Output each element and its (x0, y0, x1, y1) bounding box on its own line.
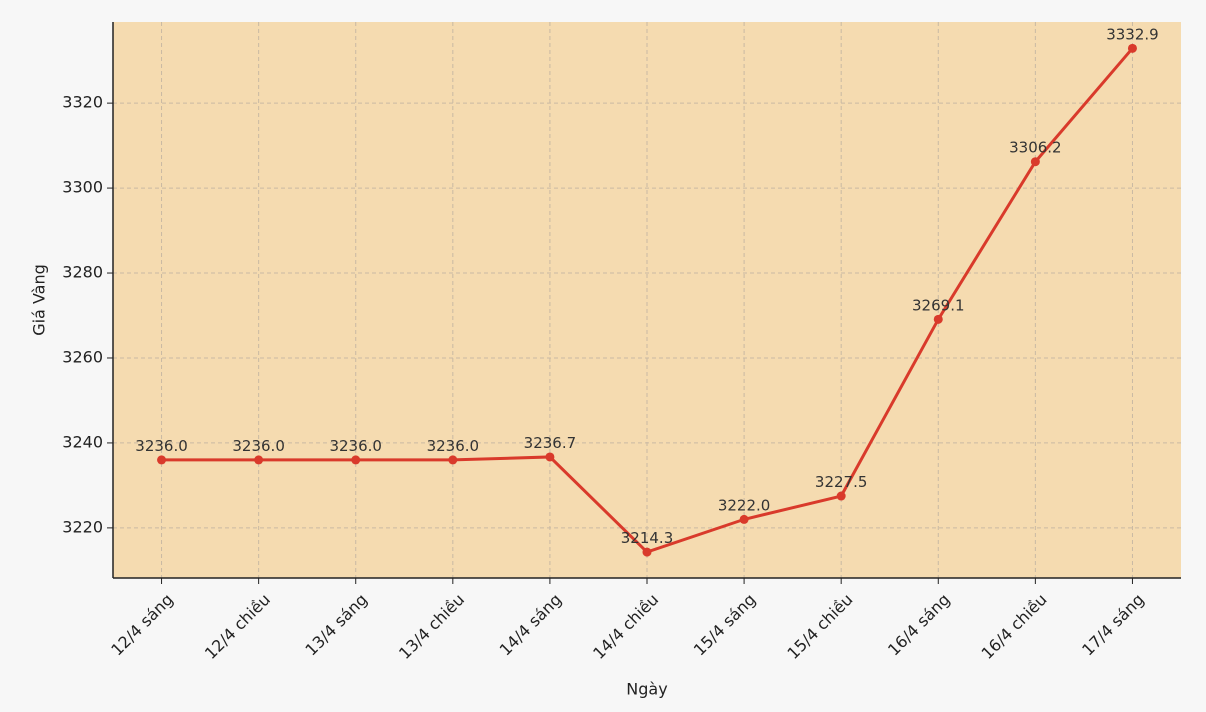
value-label: 3222.0 (718, 496, 771, 514)
value-label: 3227.5 (815, 473, 868, 491)
point (448, 455, 458, 465)
point (642, 547, 652, 557)
point (254, 455, 264, 465)
value-label: 3236.0 (135, 437, 188, 455)
value-label: 3236.7 (524, 434, 577, 452)
y-tick-label: 3320 (62, 93, 103, 112)
y-axis-label: Giá Vàng (30, 264, 49, 336)
point (1030, 157, 1040, 167)
y-tick-label: 3240 (62, 432, 103, 451)
point (545, 452, 555, 462)
value-label: 3214.3 (621, 529, 674, 547)
point (739, 514, 749, 524)
x-axis-label: Ngày (626, 680, 667, 699)
y-tick-label: 3280 (62, 263, 103, 282)
value-label: 3236.0 (427, 437, 480, 455)
value-label: 3332.9 (1106, 25, 1159, 43)
value-label: 3236.0 (329, 437, 382, 455)
point (1127, 43, 1137, 53)
value-label: 3269.1 (912, 296, 965, 314)
point (836, 491, 846, 501)
value-label: 3236.0 (232, 437, 285, 455)
value-label: 3306.2 (1009, 139, 1062, 157)
point (157, 455, 167, 465)
y-tick-label: 3220 (62, 517, 103, 536)
point (351, 455, 361, 465)
y-tick-label: 3300 (62, 178, 103, 197)
y-tick-label: 3260 (62, 347, 103, 366)
point (933, 314, 943, 324)
